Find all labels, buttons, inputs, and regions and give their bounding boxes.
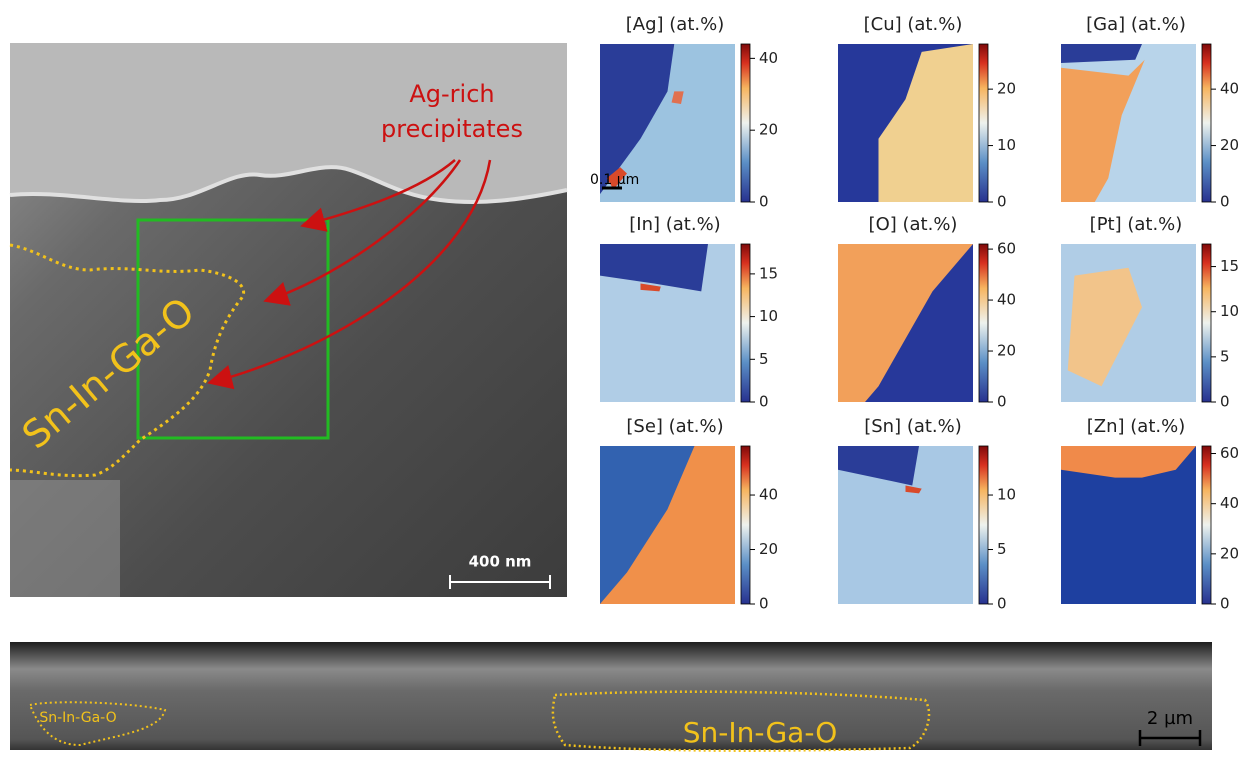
colorbar xyxy=(979,446,988,604)
map-title: [Ga] (at.%) xyxy=(1086,14,1186,35)
colorbar-tick-label: 20 xyxy=(1220,544,1239,562)
map-panel: [Ga] (at.%) 0 20 40 xyxy=(1061,14,1239,211)
colorbar-tick-label: 0 xyxy=(997,595,1007,613)
colorbar-tick-label: 5 xyxy=(759,350,769,368)
map-panel: [Se] (at.%) 0 20 40 xyxy=(600,416,778,613)
annotation: Ag-rich xyxy=(409,80,494,108)
colorbar-tick-label: 10 xyxy=(1220,302,1239,320)
colorbar xyxy=(1202,446,1211,604)
colorbar-tick-label: 0 xyxy=(1220,595,1230,613)
colorbar-tick-label: 20 xyxy=(997,80,1016,98)
scale-bar-label: 0.1 µm xyxy=(590,172,639,188)
tem-image: Ag-rich precipitates Sn-In-Ga-O 400 nm xyxy=(10,43,567,597)
map-panel: [Ag] (at.%) 0.1 µm 0 20 40 xyxy=(590,14,778,211)
colorbar xyxy=(979,44,988,202)
colorbar-tick-label: 10 xyxy=(997,486,1016,504)
colorbar-tick-label: 40 xyxy=(759,49,778,67)
colorbar-tick-label: 5 xyxy=(1220,347,1230,365)
colorbar-tick-label: 5 xyxy=(997,540,1007,558)
colorbar xyxy=(1202,44,1211,202)
map-title: [Cu] (at.%) xyxy=(864,14,963,35)
map-panel: [Zn] (at.%) 0 20 40 60 xyxy=(1061,416,1239,613)
colorbar-tick-label: 15 xyxy=(759,264,778,282)
colorbar-tick-label: 60 xyxy=(997,240,1016,258)
colorbar xyxy=(1202,244,1211,402)
colorbar-tick-label: 20 xyxy=(997,342,1016,360)
map-panel: [In] (at.%) 0 5 10 15 xyxy=(600,214,778,411)
sem-image: Sn-In-Ga-O Sn-In-Ga-O 2 µm xyxy=(10,642,1212,751)
map-title: [Pt] (at.%) xyxy=(1090,214,1183,235)
colorbar-tick-label: 10 xyxy=(759,307,778,325)
map-panel: [Pt] (at.%) 0 5 10 15 xyxy=(1061,214,1239,411)
colorbar xyxy=(979,244,988,402)
colorbar-tick-label: 0 xyxy=(759,595,769,613)
map-title: [Sn] (at.%) xyxy=(864,416,962,437)
map-title: [Ag] (at.%) xyxy=(626,14,724,35)
scale-bar-label: 400 nm xyxy=(469,553,532,571)
figure: Ag-rich precipitates Sn-In-Ga-O 400 nm S… xyxy=(0,0,1241,779)
colorbar-tick-label: 10 xyxy=(997,136,1016,154)
map-panel: [O] (at.%) 0 20 40 60 xyxy=(838,214,1016,411)
colorbar xyxy=(741,446,750,604)
scale-bar-label: 2 µm xyxy=(1147,708,1193,729)
map-title: [O] (at.%) xyxy=(869,214,958,235)
colorbar-tick-label: 0 xyxy=(1220,193,1230,211)
colorbar-tick-label: 20 xyxy=(1220,136,1239,154)
region-label: Sn-In-Ga-O xyxy=(39,710,116,726)
map-title: [Zn] (at.%) xyxy=(1087,416,1185,437)
annotation: precipitates xyxy=(381,115,523,143)
colorbar-tick-label: 40 xyxy=(997,291,1016,309)
colorbar-tick-label: 0 xyxy=(1220,393,1230,411)
colorbar-tick-label: 0 xyxy=(759,393,769,411)
colorbar-tick-label: 20 xyxy=(759,540,778,558)
map-title: [Se] (at.%) xyxy=(626,416,723,437)
colorbar-tick-label: 0 xyxy=(997,393,1007,411)
colorbar-tick-label: 0 xyxy=(997,193,1007,211)
region-label: Sn-In-Ga-O xyxy=(683,716,838,749)
colorbar xyxy=(741,244,750,402)
colorbar-tick-label: 40 xyxy=(1220,494,1239,512)
colorbar-tick-label: 60 xyxy=(1220,444,1239,462)
map-panel: [Cu] (at.%) 0 10 20 xyxy=(838,14,1016,211)
map-panel: [Sn] (at.%) 0 5 10 xyxy=(838,416,1016,613)
colorbar-tick-label: 40 xyxy=(1220,80,1239,98)
colorbar-tick-label: 0 xyxy=(759,193,769,211)
colorbar xyxy=(741,44,750,202)
colorbar-tick-label: 40 xyxy=(759,486,778,504)
colorbar-tick-label: 15 xyxy=(1220,257,1239,275)
colorbar-tick-label: 20 xyxy=(759,121,778,139)
map-title: [In] (at.%) xyxy=(629,214,720,235)
